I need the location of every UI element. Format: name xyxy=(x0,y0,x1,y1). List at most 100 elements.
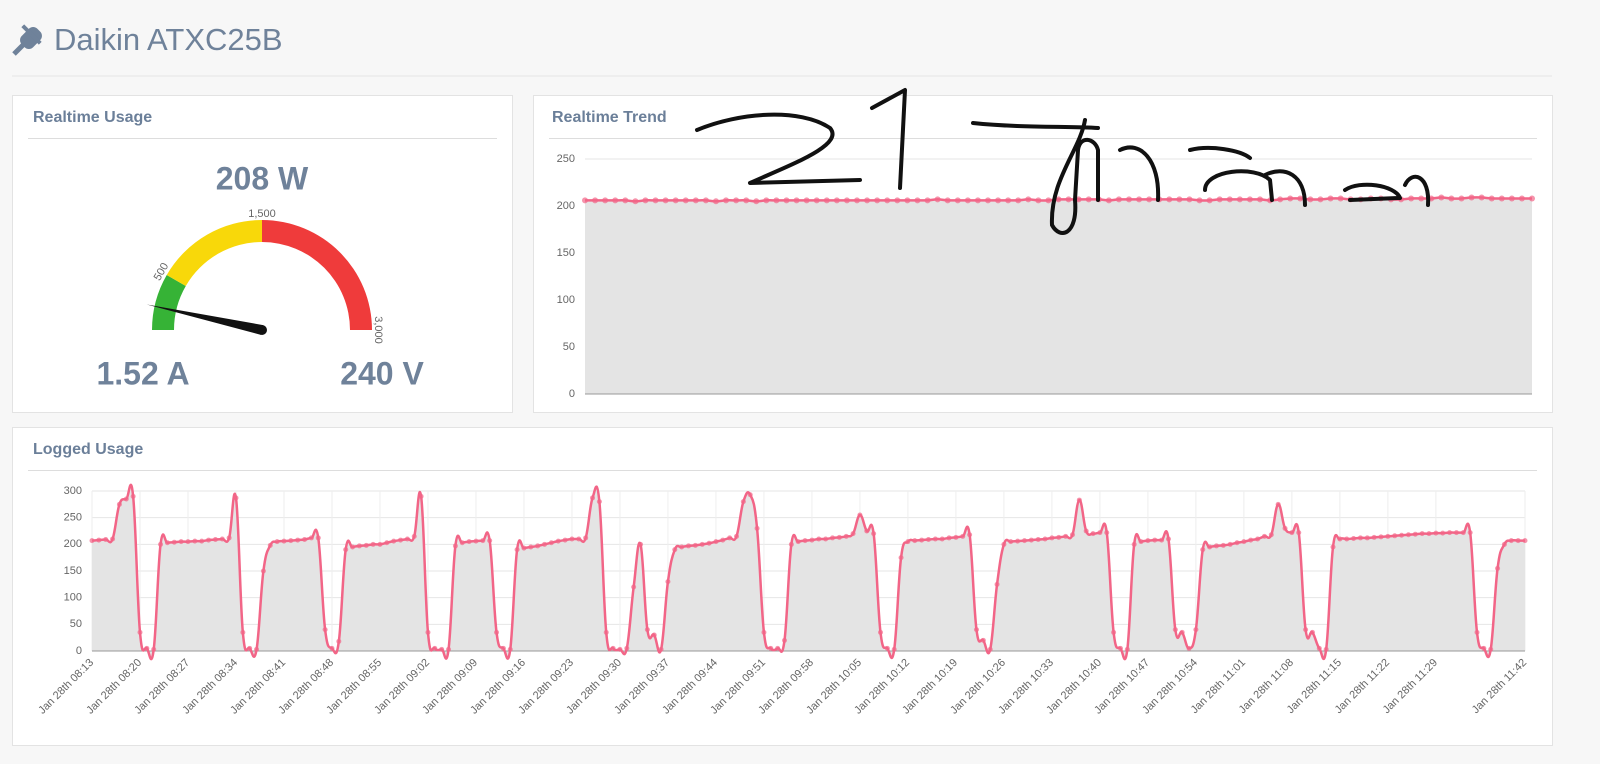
point xyxy=(1408,195,1415,202)
gauge-tick-label: 1,500 xyxy=(248,208,276,220)
point xyxy=(302,537,308,543)
point xyxy=(206,537,212,543)
point xyxy=(994,581,1000,587)
point xyxy=(1117,645,1123,651)
point xyxy=(734,533,740,539)
point xyxy=(894,197,901,204)
point xyxy=(1246,196,1253,203)
point xyxy=(1200,547,1206,553)
point xyxy=(1227,541,1233,547)
point xyxy=(1392,533,1398,539)
point xyxy=(1049,535,1055,541)
point xyxy=(1277,196,1284,203)
point xyxy=(720,537,726,543)
point xyxy=(425,629,431,635)
point xyxy=(934,196,941,203)
y-tick-label: 250 xyxy=(64,512,82,524)
point xyxy=(535,543,541,549)
point xyxy=(1056,534,1062,540)
point xyxy=(1478,194,1485,201)
point xyxy=(459,540,465,546)
point xyxy=(1289,530,1295,536)
point xyxy=(1186,196,1193,203)
point xyxy=(411,533,417,539)
point xyxy=(877,629,883,635)
point xyxy=(932,536,938,542)
point xyxy=(418,493,424,499)
point xyxy=(954,197,961,204)
y-tick-label: 150 xyxy=(64,565,82,577)
area xyxy=(92,484,1525,660)
point xyxy=(783,197,790,204)
point xyxy=(612,197,619,204)
point xyxy=(1508,195,1515,202)
point xyxy=(1399,532,1405,538)
point xyxy=(89,538,95,544)
point xyxy=(788,541,794,547)
point xyxy=(1035,537,1041,543)
point xyxy=(1213,543,1219,549)
point xyxy=(610,645,616,651)
point xyxy=(836,534,842,540)
point xyxy=(233,495,239,501)
point xyxy=(528,544,534,550)
point xyxy=(1021,538,1027,544)
point xyxy=(1357,535,1363,541)
point xyxy=(782,637,788,643)
point xyxy=(624,645,630,651)
point xyxy=(727,535,733,541)
point xyxy=(857,512,863,518)
gauge-needle xyxy=(146,304,264,335)
point xyxy=(1206,197,1213,204)
point xyxy=(1405,532,1411,538)
current-value: 1.52 A xyxy=(96,355,189,391)
point xyxy=(1317,196,1324,203)
gauge-tick-label: 3,000 xyxy=(372,316,384,344)
point xyxy=(740,499,746,505)
point xyxy=(199,538,205,544)
point xyxy=(555,538,561,544)
point xyxy=(946,535,952,541)
point xyxy=(871,531,877,537)
point xyxy=(1327,195,1334,202)
point xyxy=(682,197,689,204)
point xyxy=(753,198,760,205)
point xyxy=(137,629,143,635)
point xyxy=(212,537,218,543)
y-tick-label: 200 xyxy=(557,200,575,212)
point xyxy=(816,536,822,542)
point xyxy=(964,197,971,204)
y-tick-label: 0 xyxy=(76,645,82,657)
point xyxy=(1256,196,1263,203)
point xyxy=(622,197,629,204)
point xyxy=(1097,530,1103,536)
point xyxy=(1207,544,1213,550)
point xyxy=(377,541,383,547)
gauge-band xyxy=(152,275,186,330)
point xyxy=(1447,530,1453,536)
point xyxy=(874,197,881,204)
point xyxy=(466,539,472,545)
point xyxy=(1042,536,1048,542)
point xyxy=(773,197,780,204)
point xyxy=(521,545,527,551)
point xyxy=(267,542,273,548)
point xyxy=(350,544,356,550)
plug-icon xyxy=(12,24,42,56)
point xyxy=(1111,629,1117,635)
point xyxy=(602,197,609,204)
point xyxy=(151,646,157,652)
point xyxy=(1241,539,1247,545)
point xyxy=(507,646,513,652)
point xyxy=(473,538,479,544)
point xyxy=(1378,534,1384,540)
panel-title: Realtime Usage xyxy=(33,109,152,126)
point xyxy=(514,547,520,553)
point xyxy=(1529,195,1535,202)
point xyxy=(843,533,849,539)
y-tick-label: 200 xyxy=(64,538,82,550)
point xyxy=(295,537,301,543)
point xyxy=(1261,533,1267,539)
point xyxy=(548,540,554,546)
